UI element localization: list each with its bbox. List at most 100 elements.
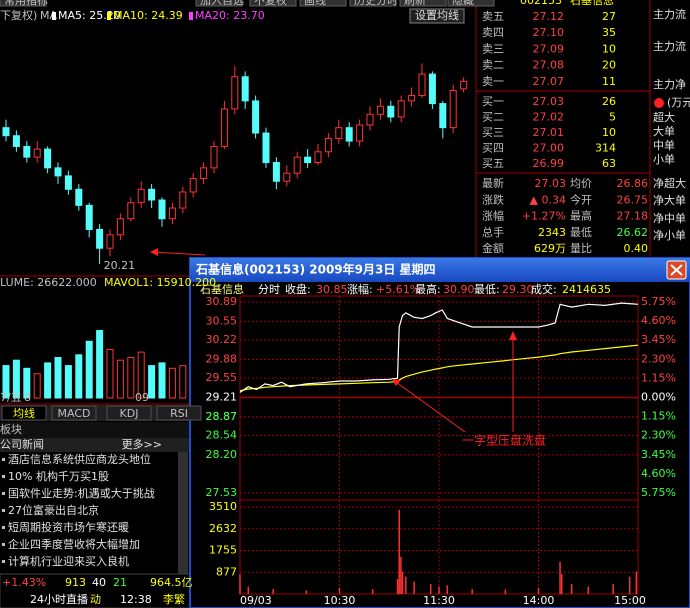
y-tick-label: 28.20 bbox=[206, 448, 238, 461]
tab-label: 均线 bbox=[13, 406, 35, 420]
quote-price: 27.01 bbox=[533, 126, 565, 139]
toolbar-button[interactable] bbox=[195, 0, 243, 7]
date-label: 8 bbox=[24, 391, 31, 404]
volume-bar bbox=[148, 365, 156, 399]
tab-label: KDJ bbox=[120, 407, 139, 420]
quote-volume: 314 bbox=[595, 142, 616, 155]
candle-body bbox=[366, 113, 374, 126]
live-label: 24小时直播 bbox=[30, 592, 88, 606]
fund-flow-label: 净小单 bbox=[653, 228, 686, 242]
toolbar-button[interactable] bbox=[399, 0, 447, 7]
fund-flow-label: 超大 bbox=[653, 110, 675, 124]
quote-price: 27.12 bbox=[533, 10, 565, 23]
toolbar-label: 常用指标 bbox=[4, 0, 48, 7]
quote-volume: 20 bbox=[602, 59, 616, 72]
scrollbar[interactable] bbox=[178, 452, 188, 574]
arrow bbox=[151, 251, 206, 256]
fund-flow-label: (万元 bbox=[667, 96, 690, 109]
volume-bar bbox=[127, 357, 135, 399]
candle-body bbox=[200, 167, 208, 180]
news-item[interactable]: 企业四季度营收将大幅增加 bbox=[8, 537, 140, 551]
volume-bar bbox=[64, 365, 72, 399]
candle-body bbox=[54, 167, 62, 177]
tab[interactable] bbox=[106, 405, 152, 421]
candle-body bbox=[148, 188, 156, 201]
info-text: 2414635 bbox=[562, 283, 611, 296]
candle-body bbox=[345, 127, 353, 142]
stat-label: 金额 bbox=[482, 241, 504, 255]
info-text: 收盘: bbox=[285, 282, 311, 296]
y2-tick-label: 1.15% bbox=[641, 410, 676, 423]
news-item[interactable]: 计算机行业迎来买入良机 bbox=[8, 554, 129, 568]
news-title: 公司新闻 bbox=[0, 437, 44, 451]
tab[interactable] bbox=[156, 405, 202, 421]
ma-swatch bbox=[52, 12, 56, 20]
volume-bar bbox=[23, 367, 31, 399]
toolbar-button[interactable] bbox=[249, 0, 297, 7]
quote-price: 27.10 bbox=[533, 26, 565, 39]
candle-body bbox=[44, 148, 52, 169]
tab-label: MACD bbox=[58, 407, 91, 420]
info-text: 最高: bbox=[415, 282, 441, 296]
candle-body bbox=[387, 105, 395, 118]
y-tick-label: 29.55 bbox=[206, 371, 238, 384]
volume-bar bbox=[168, 367, 176, 399]
toolbar-button[interactable] bbox=[447, 0, 495, 7]
quote-price: 27.00 bbox=[533, 142, 565, 155]
fund-flow-label: 净大单 bbox=[653, 193, 686, 207]
toolbar-button[interactable] bbox=[349, 0, 397, 7]
news-item[interactable]: 27位富豪出自北京 bbox=[8, 503, 99, 517]
stat-label: 总手 bbox=[482, 225, 504, 239]
toolbar-button[interactable] bbox=[0, 0, 47, 7]
toolbar-label: 刷新 bbox=[404, 0, 426, 7]
info-text: 涨幅: bbox=[347, 283, 373, 296]
status-item: 40 bbox=[92, 576, 106, 589]
quote-label: 买四 bbox=[482, 142, 504, 155]
news-item[interactable]: 国软件业走势:机遇或大于挑战 bbox=[8, 486, 155, 500]
button[interactable] bbox=[409, 8, 465, 24]
quote-label: 买一 bbox=[482, 95, 504, 108]
candle-body bbox=[96, 228, 104, 249]
info-text: 石基信息 bbox=[200, 282, 244, 296]
stat-value: 629万 bbox=[534, 242, 566, 255]
info-text: 分时 bbox=[258, 283, 280, 296]
info-text: 30.90 bbox=[443, 283, 475, 296]
candle-body bbox=[116, 218, 124, 236]
toolbar-button[interactable] bbox=[299, 0, 347, 7]
quote-price: 27.09 bbox=[533, 42, 565, 55]
tab-label: RSI bbox=[170, 407, 188, 420]
candle-body bbox=[272, 162, 280, 182]
info-text: 成交: bbox=[531, 282, 557, 296]
clock: 12:38 bbox=[120, 593, 152, 606]
volume-bar bbox=[44, 362, 52, 399]
low-label: 20.21 bbox=[104, 259, 136, 272]
news-item[interactable]: 10% 机构千万买1股 bbox=[8, 469, 109, 483]
tab[interactable] bbox=[51, 405, 97, 421]
fund-flow-label: 主力净 bbox=[653, 77, 686, 91]
tab[interactable] bbox=[1, 405, 47, 421]
candle-body bbox=[33, 148, 41, 158]
y2-tick-label: 4.60% bbox=[641, 467, 676, 480]
bullet bbox=[2, 560, 5, 563]
popup-title: 石基信息(002153) 2009年9月3日 星期四 bbox=[195, 262, 436, 277]
candle-body bbox=[106, 234, 114, 249]
candle-body bbox=[428, 73, 436, 105]
more-link[interactable]: 更多>> bbox=[122, 437, 162, 451]
quote-volume: 11 bbox=[602, 75, 616, 88]
quote-price: 27.08 bbox=[533, 59, 565, 72]
candle-body bbox=[75, 188, 83, 206]
y-tick-label: 30.55 bbox=[206, 314, 238, 327]
arrow bbox=[395, 381, 466, 433]
quote-volume: 5 bbox=[609, 111, 616, 124]
news-item[interactable]: 酒店信息系统供应商龙头地位 bbox=[8, 452, 151, 466]
volume-bar bbox=[12, 359, 20, 399]
quote-volume: 10 bbox=[602, 42, 616, 55]
y-tick-label: 29.21 bbox=[206, 391, 238, 404]
y-tick-label: 30.22 bbox=[206, 333, 238, 346]
status-item: +1.43% bbox=[2, 576, 46, 589]
adjust-mode: 下复权) bbox=[0, 8, 37, 22]
candle-body bbox=[137, 188, 145, 204]
news-item[interactable]: 短周期投资市场乍寒还暖 bbox=[8, 520, 129, 534]
stat-value: ▲ 0.34 bbox=[530, 193, 566, 206]
popup-window: 石基信息(002153) 2009年9月3日 星期四 石基信息 分时 收盘: 30.8… bbox=[189, 257, 690, 608]
